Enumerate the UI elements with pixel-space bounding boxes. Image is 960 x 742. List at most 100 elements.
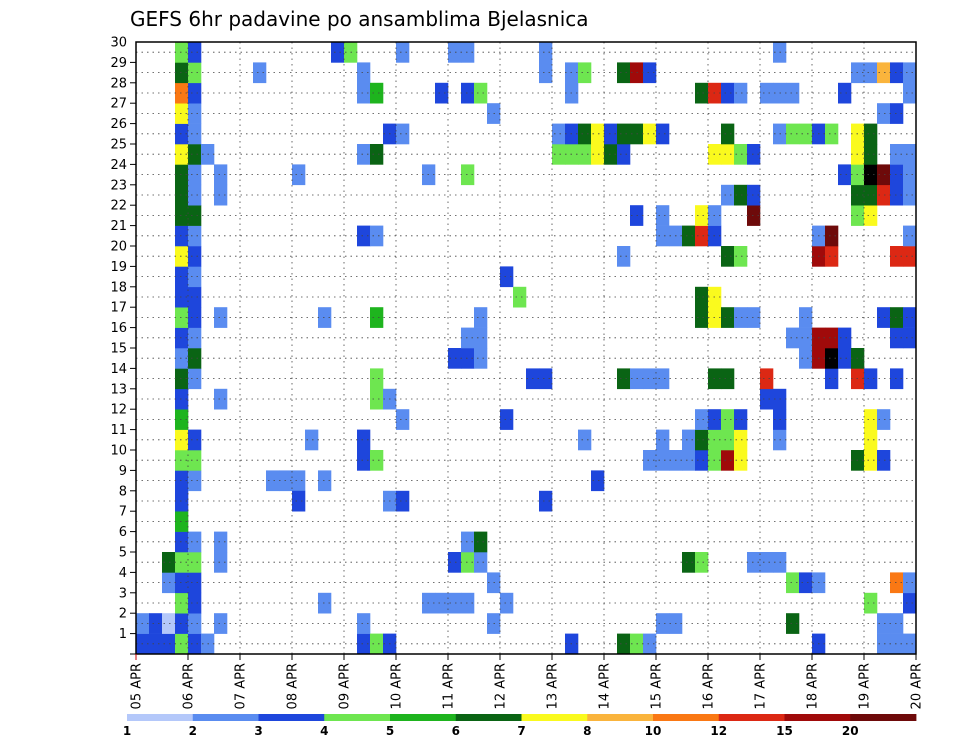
heatmap-cell bbox=[214, 184, 228, 206]
colorbar-label: 8 bbox=[583, 724, 591, 738]
heatmap-cell bbox=[175, 103, 189, 124]
heatmap-cell bbox=[591, 144, 605, 165]
heatmap-cell bbox=[890, 572, 904, 594]
heatmap-cell bbox=[656, 429, 670, 451]
heatmap-cell bbox=[643, 123, 657, 145]
colorbar-label: 10 bbox=[645, 724, 662, 738]
heatmap-cell bbox=[396, 123, 410, 145]
heatmap-cell bbox=[474, 307, 488, 328]
colorbar-label: 6 bbox=[452, 724, 460, 738]
x-tick-label: 06 APR bbox=[182, 663, 197, 709]
heatmap-cell bbox=[175, 409, 189, 430]
heatmap-cell bbox=[188, 184, 202, 206]
heatmap-cell bbox=[682, 225, 696, 247]
heatmap-cell bbox=[734, 246, 748, 267]
heatmap-cell bbox=[721, 144, 735, 165]
heatmap-cell bbox=[448, 552, 462, 573]
colorbar-swatch bbox=[718, 714, 785, 721]
heatmap-cell bbox=[903, 246, 917, 267]
heatmap-cell bbox=[799, 327, 813, 349]
heatmap-cell bbox=[864, 429, 878, 451]
gridlines bbox=[136, 42, 916, 654]
heatmap-cell bbox=[175, 348, 189, 369]
heatmap-cell bbox=[864, 123, 878, 145]
heatmap-cell bbox=[474, 531, 488, 553]
heatmap-cell bbox=[188, 327, 202, 349]
heatmap-cell bbox=[799, 307, 813, 328]
heatmap-cell bbox=[175, 450, 189, 471]
heatmap-cell bbox=[747, 552, 761, 573]
heatmap-cell bbox=[175, 184, 189, 206]
y-tick-label: 6 bbox=[119, 525, 127, 540]
heatmap-cell bbox=[461, 592, 475, 614]
heatmap-cell bbox=[188, 552, 202, 573]
heatmap-cell bbox=[370, 450, 384, 471]
heatmap-cell bbox=[838, 164, 852, 186]
heatmap-cell bbox=[188, 613, 202, 634]
heatmap-cell bbox=[864, 368, 878, 390]
heatmap-cell bbox=[864, 164, 878, 186]
heatmap-cell bbox=[539, 62, 553, 84]
heatmap-cell bbox=[188, 103, 202, 124]
heatmap-cell bbox=[760, 368, 774, 390]
heatmap-cell bbox=[149, 613, 163, 634]
heatmap-cell bbox=[903, 62, 917, 84]
heatmap-cell bbox=[539, 42, 553, 63]
heatmap-cell bbox=[461, 42, 475, 63]
heatmap-cell bbox=[695, 450, 709, 471]
heatmap-cell bbox=[903, 592, 917, 614]
heatmap-cell bbox=[903, 307, 917, 328]
heatmap-cell bbox=[734, 409, 748, 430]
heatmap-cell bbox=[656, 205, 670, 226]
heatmap-cell bbox=[188, 470, 202, 492]
heatmap-cell bbox=[838, 348, 852, 369]
colorbar-swatch bbox=[521, 714, 588, 721]
heatmap-cell bbox=[175, 164, 189, 186]
heatmap-cell bbox=[188, 205, 202, 226]
y-tick-label: 16 bbox=[110, 321, 127, 336]
heatmap-cell bbox=[734, 144, 748, 165]
heatmap-cell bbox=[188, 42, 202, 63]
y-tick-label: 5 bbox=[119, 546, 127, 561]
heatmap-cell bbox=[721, 429, 735, 451]
heatmap-cell bbox=[435, 592, 449, 614]
heatmap-cell bbox=[877, 633, 891, 655]
heatmap-cell bbox=[903, 327, 917, 349]
heatmap-cell bbox=[188, 266, 202, 288]
x-tick-label: 18 APR bbox=[806, 663, 821, 709]
heatmap-cell bbox=[890, 246, 904, 267]
x-tick-label: 16 APR bbox=[702, 663, 717, 709]
heatmap-cell bbox=[695, 205, 709, 226]
heatmap-cell bbox=[903, 633, 917, 655]
heatmap-cell bbox=[448, 348, 462, 369]
heatmap-cell bbox=[721, 82, 735, 104]
heatmap-cell bbox=[877, 409, 891, 430]
heatmap-cell bbox=[461, 348, 475, 369]
heatmap-cell bbox=[799, 348, 813, 369]
heatmap-cell bbox=[825, 327, 839, 349]
x-tick-label: 20 APR bbox=[910, 663, 925, 709]
heatmap-cell bbox=[474, 552, 488, 573]
heatmap-cell bbox=[513, 286, 527, 308]
heatmap-cell bbox=[370, 307, 384, 328]
heatmap-cell bbox=[214, 307, 228, 328]
heatmap-cell bbox=[825, 368, 839, 390]
x-tick-label: 11 APR bbox=[442, 663, 457, 709]
heatmap-cell bbox=[760, 82, 774, 104]
heatmap-cell bbox=[175, 225, 189, 247]
heatmap-cell bbox=[656, 613, 670, 634]
y-tick-label: 26 bbox=[110, 117, 127, 132]
heatmap-cell bbox=[747, 307, 761, 328]
heatmap-cell bbox=[786, 572, 800, 594]
heatmap-cell bbox=[214, 164, 228, 186]
heatmap-cell bbox=[656, 368, 670, 390]
heatmap-cell bbox=[175, 572, 189, 594]
heatmap-cell bbox=[370, 368, 384, 390]
chart-title: GEFS 6hr padavine po ansamblima Bjelasni… bbox=[130, 7, 589, 31]
heatmap-cell bbox=[617, 144, 631, 165]
heatmap-cell bbox=[695, 82, 709, 104]
heatmap-cell bbox=[825, 225, 839, 247]
heatmap-cell bbox=[253, 62, 267, 84]
heatmap-cell bbox=[695, 429, 709, 451]
